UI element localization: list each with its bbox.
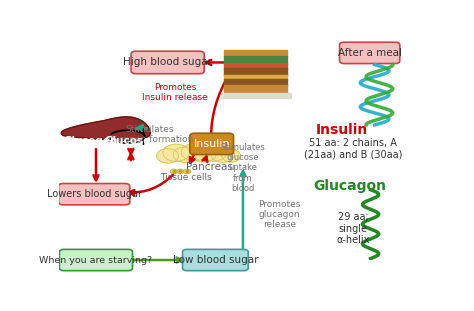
FancyBboxPatch shape <box>190 133 234 155</box>
Text: Pancreas: Pancreas <box>186 162 233 172</box>
Text: Low blood sugar: Low blood sugar <box>173 255 258 265</box>
Circle shape <box>177 169 184 174</box>
FancyBboxPatch shape <box>59 249 133 271</box>
Text: After a meal: After a meal <box>337 48 401 58</box>
FancyBboxPatch shape <box>182 249 248 271</box>
Circle shape <box>173 147 197 162</box>
Circle shape <box>163 144 189 161</box>
Circle shape <box>170 169 178 174</box>
Text: Promotes
glucagon
release: Promotes glucagon release <box>258 200 301 230</box>
Text: 29 aa;
single
α-helix: 29 aa; single α-helix <box>337 212 370 245</box>
FancyBboxPatch shape <box>58 183 130 205</box>
Text: Insulin: Insulin <box>193 139 230 149</box>
Circle shape <box>192 146 216 162</box>
Circle shape <box>201 144 227 161</box>
Text: High blood sugar: High blood sugar <box>123 58 212 67</box>
Circle shape <box>222 150 241 162</box>
FancyBboxPatch shape <box>339 42 400 63</box>
FancyBboxPatch shape <box>131 51 204 74</box>
Text: Lowers blood sugar: Lowers blood sugar <box>46 189 142 199</box>
Circle shape <box>211 147 235 162</box>
Circle shape <box>181 144 208 161</box>
Text: Promotes
Insulin release: Promotes Insulin release <box>142 83 208 102</box>
Text: Stimulates
glucose
uptake
from
blood: Stimulates glucose uptake from blood <box>220 142 265 193</box>
Text: Insulin: Insulin <box>316 123 368 137</box>
Text: When you are starving?: When you are starving? <box>39 256 153 265</box>
Text: Stimulates
glycogen formation: Stimulates glycogen formation <box>105 125 193 144</box>
Text: Tissue cells: Tissue cells <box>160 173 212 182</box>
Circle shape <box>156 149 179 163</box>
Text: 51 aa: 2 chains, A
(21aa) and B (30aa): 51 aa: 2 chains, A (21aa) and B (30aa) <box>304 138 402 160</box>
Polygon shape <box>61 117 150 140</box>
Text: Glycogen: Glycogen <box>64 137 118 146</box>
Text: Glucagon: Glucagon <box>313 179 386 193</box>
Circle shape <box>183 169 191 174</box>
Text: Glucose: Glucose <box>104 137 150 146</box>
